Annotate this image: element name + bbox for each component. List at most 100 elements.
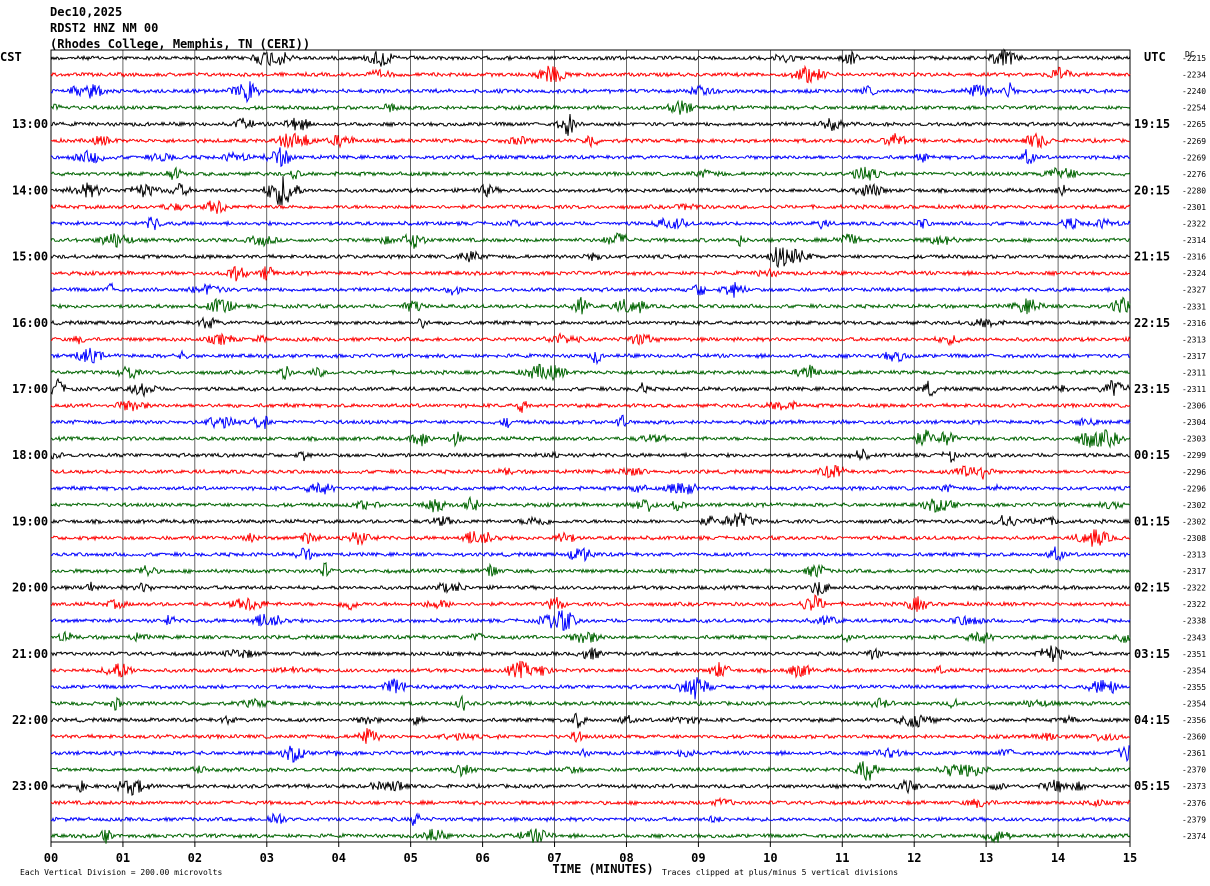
trace-line [50,677,1131,700]
dc-value-label: -2356 [1182,716,1206,725]
x-tick-label: 06 [475,851,489,865]
utc-hour-label: 21:15 [1134,250,1170,264]
dc-value-label: -2370 [1182,766,1206,775]
trace-line [50,512,1131,527]
trace-line [50,660,1131,679]
plot-frame [50,49,1131,843]
scale-note: Each Vertical Division = 200.00 microvol… [20,868,222,877]
trace-line [50,796,1131,808]
dc-value-label: -2308 [1182,534,1206,543]
dc-value-label: -2331 [1182,302,1206,311]
dc-value-label: -2280 [1182,186,1206,195]
x-tick-label: 05 [403,851,417,865]
dc-value-label: -2316 [1182,319,1206,328]
x-tick-label: 10 [763,851,777,865]
dc-value-label: -2360 [1182,733,1206,742]
trace-line [50,561,1131,578]
utc-hour-label: 05:15 [1134,779,1170,793]
cst-hour-label: 15:00 [12,250,48,264]
dc-value-label: -2313 [1182,335,1206,344]
trace-line [50,645,1131,662]
x-tick-label: 08 [619,851,633,865]
trace-line [50,296,1131,315]
dc-value-label: -2311 [1182,385,1206,394]
plot-header: Dec10,2025 RDST2 HNZ NM 00 (Rhodes Colle… [50,4,310,52]
x-tick-label: 15 [1123,851,1137,865]
dc-value-label: -2338 [1182,617,1206,626]
dc-value-label: -2306 [1182,402,1206,411]
dc-value-label: -2322 [1182,220,1206,229]
cst-hour-label: 18:00 [12,448,48,462]
x-tick-label: 03 [260,851,274,865]
trace-line [50,265,1131,282]
dc-value-label: -2327 [1182,286,1206,295]
trace-line [50,630,1131,644]
trace-line [50,347,1131,366]
dc-value-label: -2311 [1182,368,1206,377]
axis-labels: -2215 -2234 -2240 -2254 -2265 -2269 -2269 -2276… [0,50,1206,877]
utc-label: UTC [1144,50,1166,64]
station-label: RDST2 HNZ NM 00 [50,21,159,35]
trace-line [50,147,1131,168]
trace-line [50,132,1131,150]
dc-label: DC [1185,50,1195,59]
dc-value-label: -2317 [1182,567,1206,576]
x-tick-label: 11 [835,851,849,865]
utc-hour-label: 02:15 [1134,581,1170,595]
trace-line [50,232,1131,249]
trace-line [50,216,1131,231]
dc-value-label: -2316 [1182,253,1206,262]
trace-line [50,99,1131,115]
dc-value-label: -2354 [1182,666,1206,675]
dc-value-label: -2317 [1182,352,1206,361]
trace-line [50,581,1131,596]
dc-value-label: -2361 [1182,749,1206,758]
x-axis-title: TIME (MINUTES) [552,862,653,876]
x-tick-label: 04 [332,851,346,865]
dc-value-label: -2376 [1182,799,1206,808]
trace-line [50,610,1131,631]
trace-line [50,377,1131,398]
utc-hour-label: 22:15 [1134,316,1170,330]
cst-hour-label: 17:00 [12,382,48,396]
trace-line [50,828,1131,844]
dc-value-label: -2374 [1182,832,1206,841]
trace-line [50,64,1131,84]
date-label: Dec10,2025 [50,5,123,19]
trace-line [50,464,1131,480]
utc-hour-label: 20:15 [1134,183,1170,197]
cst-hour-label: 23:00 [12,779,48,793]
trace-line [50,176,1131,206]
trace-line [50,332,1131,347]
utc-hour-label: 03:15 [1134,647,1170,661]
dc-value-label: -2313 [1182,551,1206,560]
dc-value-label: -2324 [1182,269,1206,278]
dc-value-label: -2302 [1182,501,1206,510]
dc-value-label: -2304 [1182,418,1206,427]
dc-value-label: -2302 [1182,517,1206,526]
cst-hour-label: 20:00 [12,581,48,595]
x-tick-label: 07 [547,851,561,865]
dc-value-label: -2355 [1182,683,1206,692]
dc-value-label: -2301 [1182,203,1206,212]
x-tick-label: 02 [188,851,202,865]
cst-hour-label: 19:00 [12,514,48,528]
trace-line [50,481,1131,495]
dc-value-label: -2322 [1182,600,1206,609]
x-tick-label: 12 [907,851,921,865]
trace-line [50,316,1131,330]
trace-line [50,199,1131,214]
utc-hour-label: 19:15 [1134,117,1170,131]
trace-line [50,728,1131,744]
trace-line [50,363,1131,382]
trace-line [50,166,1131,181]
dc-value-label: -2296 [1182,484,1206,493]
dc-value-label: -2254 [1182,104,1206,113]
trace-line [50,448,1131,463]
trace-line [50,281,1131,298]
dc-value-label: -2373 [1182,782,1206,791]
seismic-traces [50,48,1131,844]
clip-note: Traces clipped at plus/minus 5 vertical … [662,868,898,877]
utc-hour-label: 00:15 [1134,448,1170,462]
trace-line [50,114,1131,136]
